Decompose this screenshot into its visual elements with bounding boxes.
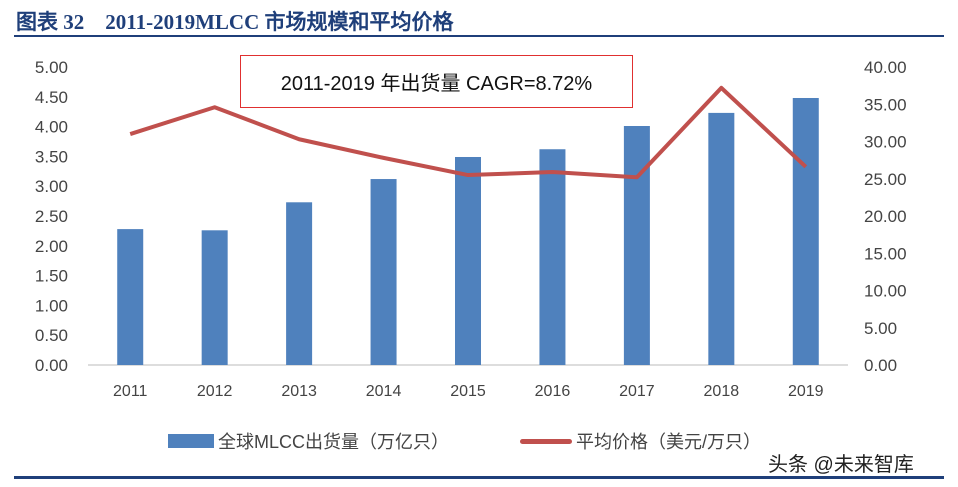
- legend-bar-label: 全球MLCC出货量（万亿只）: [218, 432, 450, 452]
- y2-tick-label: 10.00: [864, 282, 907, 301]
- bar: [708, 112, 735, 365]
- y-tick-label: 1.00: [35, 296, 68, 315]
- cagr-annotation: 2011-2019 年出货量 CAGR=8.72%: [240, 55, 633, 108]
- x-tick-label: 2017: [619, 383, 655, 400]
- y2-tick-label: 40.00: [864, 58, 907, 77]
- y2-tick-label: 15.00: [864, 244, 907, 263]
- bar: [201, 230, 228, 365]
- y-tick-label: 2.00: [35, 237, 68, 256]
- figure-title: 图表 32 2011-2019MLCC 市场规模和平均价格: [16, 10, 454, 34]
- y2-tick-label: 35.00: [864, 95, 907, 114]
- y2-tick-label: 0.00: [864, 356, 897, 375]
- bar: [623, 126, 650, 365]
- bar: [539, 149, 566, 365]
- y2-tick-label: 25.00: [864, 170, 907, 189]
- x-tick-label: 2019: [788, 383, 824, 400]
- x-tick-label: 2014: [366, 383, 402, 400]
- legend-line: 平均价格（美元/万只）: [520, 428, 761, 454]
- title-divider: [14, 35, 944, 37]
- y2-tick-label: 20.00: [864, 207, 907, 226]
- bar: [792, 97, 819, 365]
- y-tick-label: 0.00: [35, 356, 68, 375]
- x-tick-label: 2013: [281, 383, 317, 400]
- y-tick-label: 4.00: [35, 118, 68, 137]
- y-tick-label: 2.50: [35, 207, 68, 226]
- bar: [117, 229, 144, 365]
- y2-tick-label: 30.00: [864, 133, 907, 152]
- legend-line-label: 平均价格（美元/万只）: [576, 432, 761, 452]
- legend-bar-swatch: [168, 434, 214, 448]
- y2-tick-label: 5.00: [864, 319, 897, 338]
- x-tick-label: 2018: [704, 383, 740, 400]
- y-tick-label: 0.50: [35, 326, 68, 345]
- bar: [286, 202, 313, 365]
- bottom-divider: [14, 476, 944, 479]
- legend-bar: 全球MLCC出货量（万亿只）: [168, 428, 449, 454]
- x-tick-label: 2015: [450, 383, 486, 400]
- legend-line-swatch: [520, 438, 572, 444]
- y-tick-label: 3.00: [35, 177, 68, 196]
- x-tick-label: 2016: [535, 383, 571, 400]
- bar: [455, 156, 481, 365]
- y-tick-label: 3.50: [35, 147, 68, 166]
- y-tick-label: 4.50: [35, 88, 68, 107]
- bar: [370, 179, 397, 365]
- y-tick-label: 5.00: [35, 58, 68, 77]
- y-tick-label: 1.50: [35, 267, 68, 286]
- x-tick-label: 2011: [113, 383, 148, 400]
- x-tick-label: 2012: [197, 383, 233, 400]
- watermark: 头条 @未来智库: [768, 454, 914, 476]
